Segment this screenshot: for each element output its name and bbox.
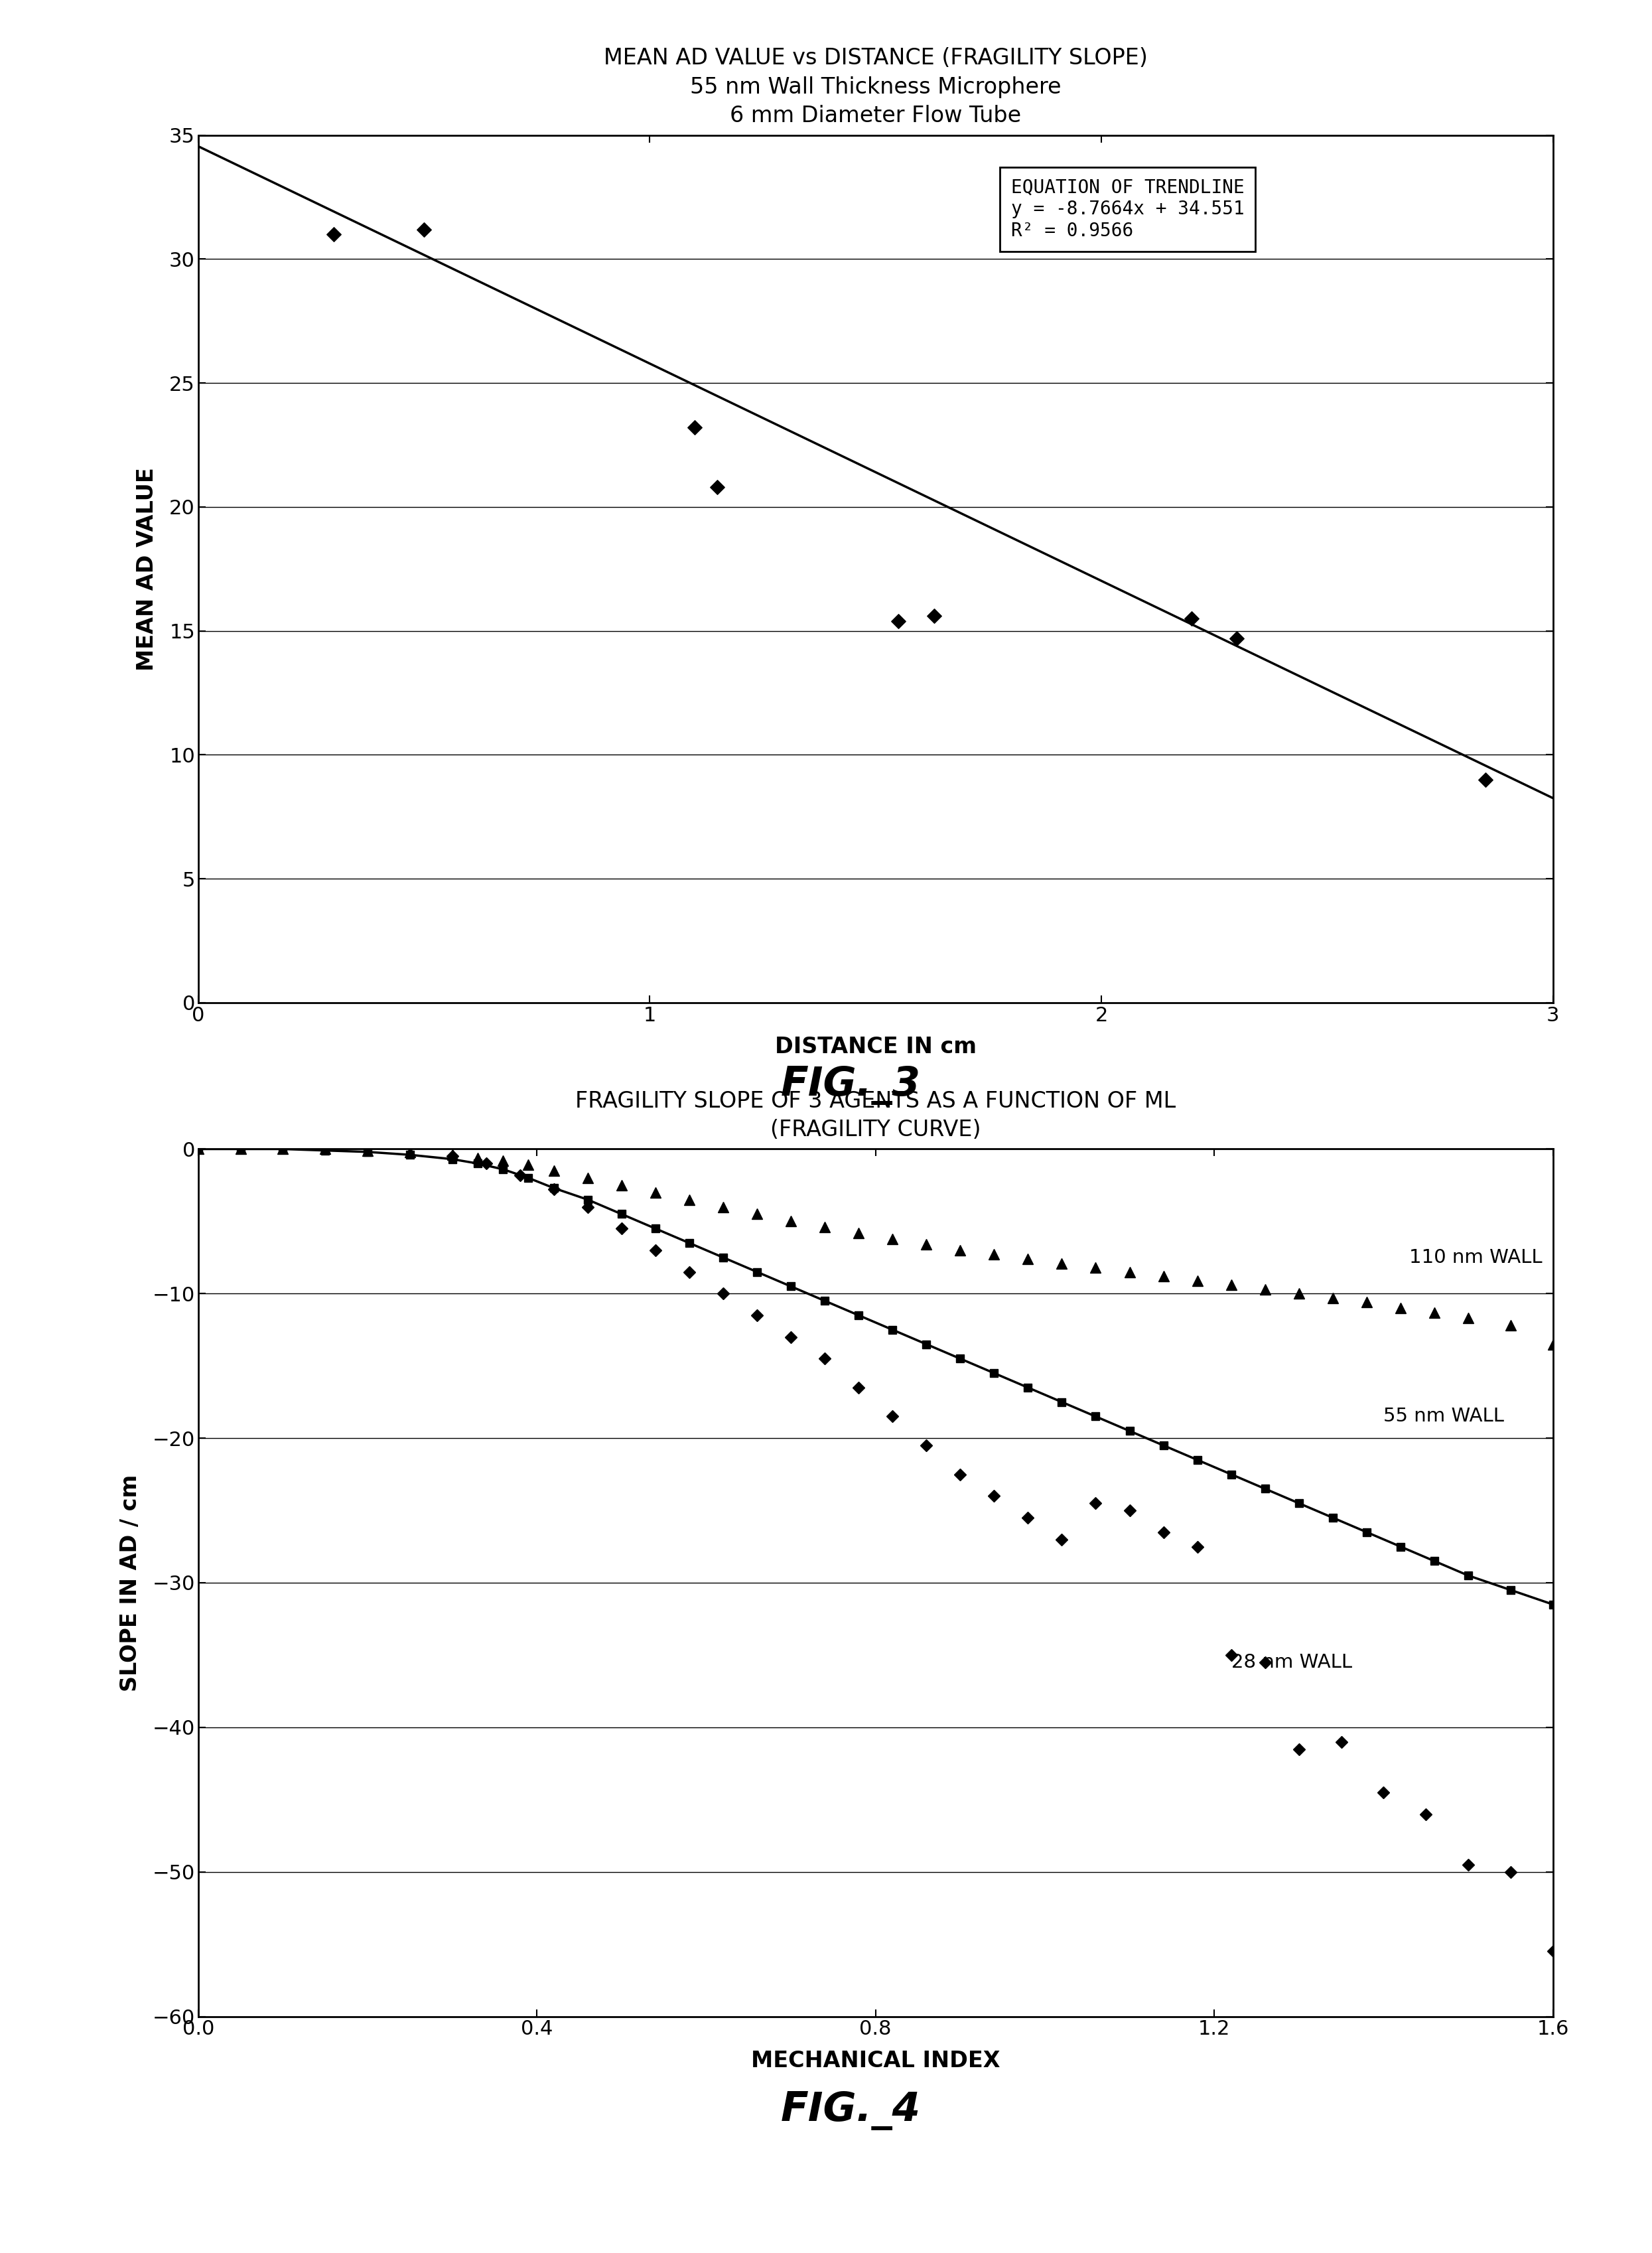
Point [320,216,347,252]
Y-axis label: SLOPE IN AD / cm: SLOPE IN AD / cm [119,1473,142,1692]
Point [885,604,912,640]
Text: 55 nm WALL: 55 nm WALL [1384,1408,1505,1426]
Point [704,469,730,505]
Point [411,212,438,248]
Point [1224,620,1251,656]
Point [1472,762,1498,798]
Point [1178,599,1204,635]
Title: MEAN AD VALUE vs DISTANCE (FRAGILITY SLOPE)
55 nm Wall Thickness Microphere
6 mm: MEAN AD VALUE vs DISTANCE (FRAGILITY SLO… [603,47,1148,126]
Text: 110 nm WALL: 110 nm WALL [1409,1248,1541,1266]
Text: 28 nm WALL: 28 nm WALL [1231,1654,1351,1672]
Point [682,410,709,446]
X-axis label: DISTANCE IN cm: DISTANCE IN cm [775,1036,976,1059]
Title: FRAGILITY SLOPE OF 3 AGENTS AS A FUNCTION OF ML
(FRAGILITY CURVE): FRAGILITY SLOPE OF 3 AGENTS AS A FUNCTIO… [575,1090,1176,1140]
Y-axis label: MEAN AD VALUE: MEAN AD VALUE [135,466,159,671]
Text: FIG._4: FIG._4 [781,2091,920,2129]
Point [922,597,948,633]
Text: EQUATION OF TRENDLINE
y = -8.7664x + 34.551
R² = 0.9566: EQUATION OF TRENDLINE y = -8.7664x + 34.… [1011,178,1244,241]
Text: FIG._3: FIG._3 [781,1066,920,1104]
X-axis label: MECHANICAL INDEX: MECHANICAL INDEX [752,2050,999,2073]
